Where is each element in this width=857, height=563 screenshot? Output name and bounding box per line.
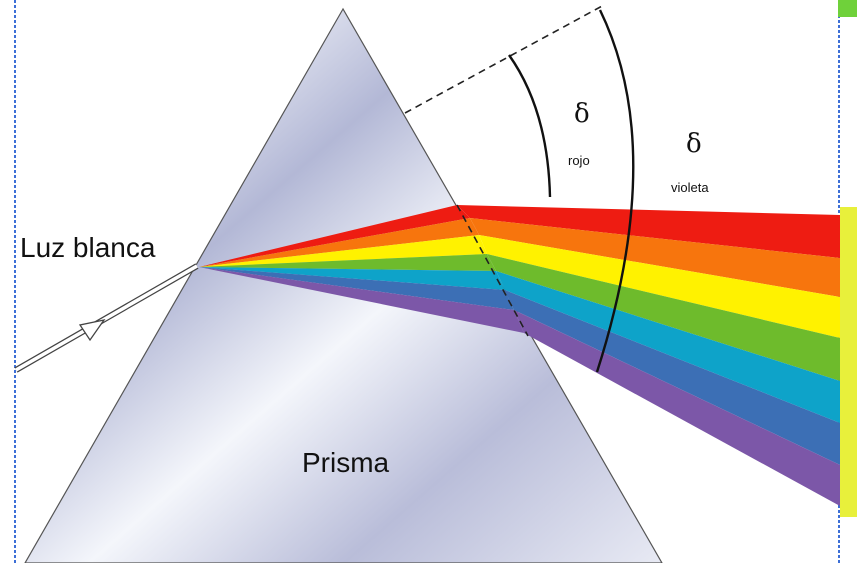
delta-violet-subscript: violeta [671,180,709,195]
output-band-yellow [479,235,840,338]
projection-screen [840,207,857,517]
internal-ray-red [199,205,470,267]
output-band-red [457,205,840,258]
output-band-violet [514,310,840,506]
white-light-label: Luz blanca [20,232,156,263]
delta-violet-symbol: δ [686,129,702,159]
output-band-cyan [496,271,840,423]
output-band-green [487,254,840,381]
internal-ray-orange [199,218,479,267]
deviation-arc-red [508,54,552,198]
prism-label: Prisma [302,447,390,478]
delta-red-symbol: δ [574,99,590,129]
exit-face-dashed [456,204,529,337]
deviation-arc-violet [595,9,635,373]
output-band-blue [505,290,840,465]
internal-ray-green [199,254,496,271]
internal-rays [199,205,524,333]
arrow-head-icon [78,319,106,342]
internal-ray-yellow [199,235,487,267]
undeviated-direction-line [404,4,605,114]
internal-ray-violet [199,267,524,333]
output-spectrum [457,205,840,506]
delta-red-subscript: rojo [568,153,590,168]
incident-white-light-ray [14,263,199,373]
corner-marker [838,0,857,17]
output-band-orange [470,218,840,297]
